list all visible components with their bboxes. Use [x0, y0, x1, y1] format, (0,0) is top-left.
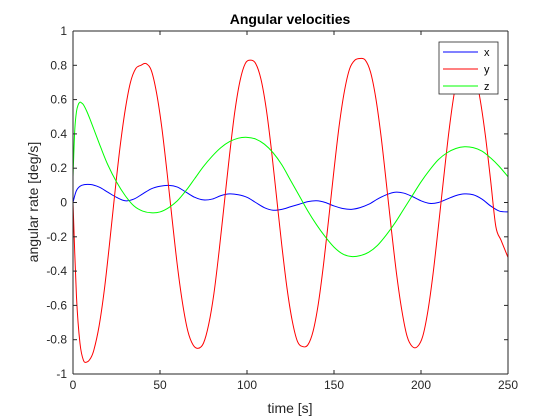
legend: x y z [439, 42, 498, 94]
y-axis-label: angular rate [deg/s] [25, 142, 41, 263]
y-tick-label: 1 [60, 24, 67, 38]
y-tick-label: -0.6 [46, 298, 67, 312]
y-tick-label: 0 [60, 196, 67, 210]
y-tick-label: -1 [56, 367, 67, 381]
legend-label-y: y [484, 64, 490, 76]
legend-label-x: x [484, 47, 490, 59]
x-tick-label: 0 [70, 378, 77, 392]
y-tick-label: 0.8 [50, 58, 67, 72]
y-tick-label: -0.2 [46, 230, 67, 244]
y-tick-label: 0.6 [50, 93, 67, 107]
x-tick-label: 150 [324, 378, 344, 392]
chart-title: Angular velocities [230, 11, 351, 27]
x-tick-label: 100 [237, 378, 257, 392]
y-tick-label: 0.4 [50, 127, 67, 141]
y-tick-label: 0.2 [50, 161, 67, 175]
y-tick-label: -0.4 [46, 264, 67, 278]
legend-label-z: z [484, 81, 490, 93]
y-tick-label: -0.8 [46, 333, 67, 347]
x-tick-label: 200 [411, 378, 431, 392]
x-axis-label: time [s] [267, 400, 312, 416]
x-tick-label: 50 [153, 378, 167, 392]
x-tick-label: 250 [498, 378, 518, 392]
